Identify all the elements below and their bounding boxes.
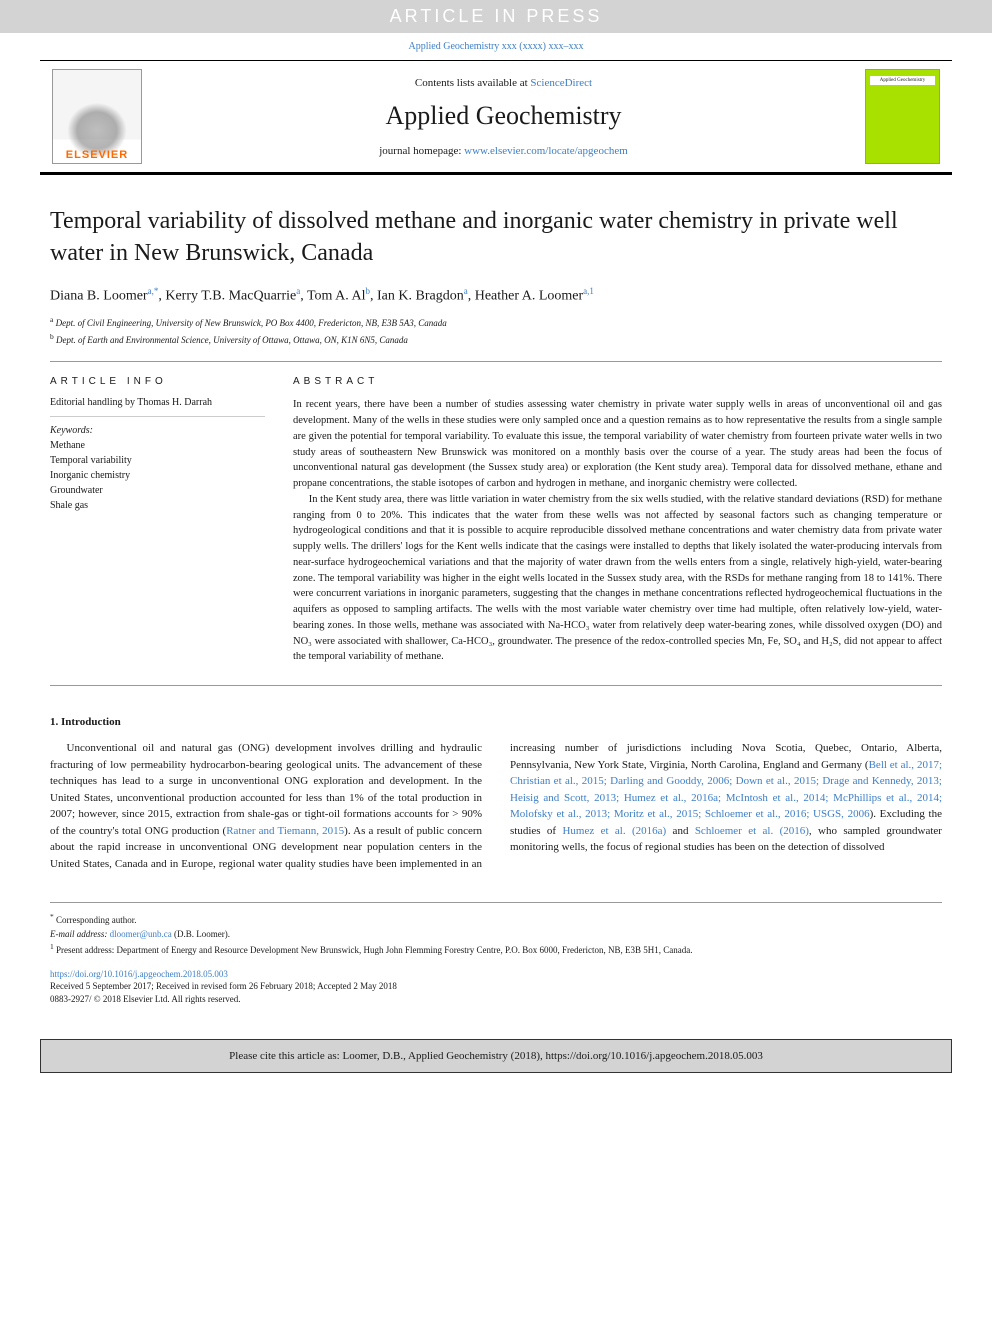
abstract-p2: In the Kent study area, there was little…: [293, 492, 942, 665]
journal-header: ELSEVIER Contents lists available at Sci…: [40, 60, 952, 175]
affiliation-a: a Dept. of Civil Engineering, University…: [50, 314, 942, 331]
intro-text: and: [666, 825, 695, 837]
footnotes: * Corresponding author. E-mail address: …: [50, 902, 942, 958]
info-abstract-row: ARTICLE INFO Editorial handling by Thoma…: [50, 376, 942, 665]
email-suffix: (D.B. Loomer).: [172, 929, 230, 939]
affiliation-b: b Dept. of Earth and Environmental Scien…: [50, 331, 942, 348]
corr-text: Corresponding author.: [56, 915, 137, 925]
author-affil-sup: a: [464, 286, 468, 296]
author-list: Diana B. Loomera,*, Kerry T.B. MacQuarri…: [50, 286, 942, 305]
author: Ian K. Bragdon: [377, 288, 464, 303]
abstract-heading: ABSTRACT: [293, 376, 942, 387]
email-line: E-mail address: dloomer@unb.ca (D.B. Loo…: [50, 928, 942, 942]
doi-block: https://doi.org/10.1016/j.apgeochem.2018…: [50, 968, 942, 1006]
intro-text: Unconventional oil and natural gas (ONG)…: [50, 742, 482, 837]
citation-box: Please cite this article as: Loomer, D.B…: [40, 1039, 952, 1073]
author: Kerry T.B. MacQuarrie: [165, 288, 296, 303]
journal-name: Applied Geochemistry: [162, 101, 845, 131]
keywords-list: Methane Temporal variability Inorganic c…: [50, 438, 265, 513]
present-address-note: 1 Present address: Department of Energy …: [50, 941, 942, 958]
introduction-heading: 1. Introduction: [50, 716, 942, 728]
abstract-p1: In recent years, there have been a numbe…: [293, 397, 942, 492]
homepage-prefix: journal homepage:: [379, 145, 464, 157]
keywords-label: Keywords:: [50, 425, 265, 436]
author-affil-sup: b: [366, 286, 371, 296]
email-label: E-mail address:: [50, 929, 110, 939]
elsevier-logo: ELSEVIER: [52, 69, 142, 164]
article-title: Temporal variability of dissolved methan…: [50, 205, 942, 270]
editorial-handling: Editorial handling by Thomas H. Darrah: [50, 397, 265, 417]
abstract-text: In recent years, there have been a numbe…: [293, 397, 942, 665]
article-in-press-banner: ARTICLE IN PRESS: [0, 0, 992, 33]
divider: [50, 361, 942, 362]
email-link[interactable]: dloomer@unb.ca: [110, 929, 172, 939]
contents-prefix: Contents lists available at: [415, 77, 530, 89]
abstract-column: ABSTRACT In recent years, there have bee…: [293, 376, 942, 665]
main-content: Temporal variability of dissolved methan…: [0, 175, 992, 1025]
author-affil-sup: a,1: [583, 286, 594, 296]
author: Tom A. Al: [307, 288, 366, 303]
sciencedirect-link[interactable]: ScienceDirect: [530, 77, 592, 89]
contents-available-line: Contents lists available at ScienceDirec…: [162, 77, 845, 89]
keyword: Inorganic chemistry: [50, 468, 265, 483]
doi-link[interactable]: https://doi.org/10.1016/j.apgeochem.2018…: [50, 969, 228, 979]
keyword: Temporal variability: [50, 453, 265, 468]
copyright-line: 0883-2927/ © 2018 Elsevier Ltd. All righ…: [50, 993, 942, 1006]
article-info-column: ARTICLE INFO Editorial handling by Thoma…: [50, 376, 265, 665]
cover-label: Applied Geochemistry: [870, 76, 935, 85]
note1-text: Present address: Department of Energy an…: [56, 945, 692, 955]
introduction-paragraph: Unconventional oil and natural gas (ONG)…: [50, 740, 942, 872]
corresponding-author-note: * Corresponding author.: [50, 911, 942, 928]
keyword: Groundwater: [50, 483, 265, 498]
author-affil-sup: a: [296, 286, 300, 296]
elsevier-label: ELSEVIER: [66, 149, 128, 161]
author: Heather A. Loomer: [475, 288, 583, 303]
corresponding-marker: *: [154, 286, 159, 296]
journal-reference: Applied Geochemistry xxx (xxxx) xxx–xxx: [0, 33, 992, 60]
citation-link[interactable]: Schloemer et al. (2016): [695, 825, 809, 837]
affiliation-a-text: Dept. of Civil Engineering, University o…: [56, 318, 447, 328]
body-text-columns: Unconventional oil and natural gas (ONG)…: [50, 740, 942, 872]
divider: [50, 685, 942, 686]
author: Diana B. Loomer: [50, 288, 148, 303]
article-info-heading: ARTICLE INFO: [50, 376, 265, 387]
journal-cover-thumbnail: Applied Geochemistry: [865, 69, 940, 164]
homepage-line: journal homepage: www.elsevier.com/locat…: [162, 145, 845, 157]
header-center: Contents lists available at ScienceDirec…: [162, 77, 845, 157]
homepage-link[interactable]: www.elsevier.com/locate/apgeochem: [464, 145, 628, 157]
affiliations: a Dept. of Civil Engineering, University…: [50, 314, 942, 347]
received-dates: Received 5 September 2017; Received in r…: [50, 980, 942, 993]
affiliation-b-text: Dept. of Earth and Environmental Science…: [56, 335, 408, 345]
citation-link[interactable]: Ratner and Tiemann, 2015: [226, 825, 344, 837]
citation-link[interactable]: Humez et al. (2016a): [562, 825, 666, 837]
keyword: Shale gas: [50, 498, 265, 513]
keyword: Methane: [50, 438, 265, 453]
